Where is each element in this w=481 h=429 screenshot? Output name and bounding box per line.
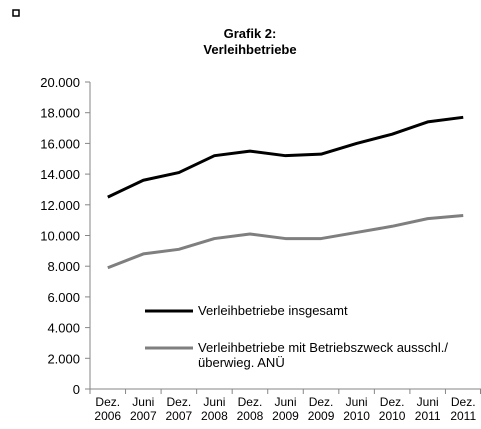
x-tick-label-line: Juni (132, 395, 154, 409)
x-tick-label-line: 2011 (415, 409, 441, 423)
x-tick-label: Juni 2009 (272, 395, 299, 423)
x-tick-label: Juni 2007 (130, 395, 157, 423)
chart-title: Grafik 2: (224, 26, 277, 41)
x-tick-label-line: 2010 (343, 409, 370, 423)
x-tick-label-line: 2008 (201, 409, 228, 423)
series-line (107, 214, 464, 270)
x-tick-label: Dez. 2009 (308, 395, 335, 423)
x-tick-label-line: 2010 (379, 409, 406, 423)
x-tick-label-line: Juni (203, 395, 225, 409)
y-tick-label: 18.000 (40, 106, 80, 121)
x-tick-label-line: 2008 (237, 409, 264, 423)
series-line (107, 115, 464, 199)
x-tick-label: Dez. 2006 (94, 395, 121, 423)
x-tick-label-line: Dez. (238, 395, 263, 409)
chart-subtitle: Verleihbetriebe (203, 42, 296, 57)
x-tick-label-line: Dez. (309, 395, 334, 409)
x-tick-label-line: Juni (274, 395, 296, 409)
x-tick-label-line: Dez. (380, 395, 405, 409)
y-tick-label: 12.000 (40, 198, 80, 213)
y-tick-label: 6.000 (47, 290, 80, 305)
x-tick-label-line: 2007 (130, 409, 157, 423)
x-tick-label-line: Dez. (451, 395, 476, 409)
x-tick-label: Juni 2008 (201, 395, 228, 423)
x-tick-label-line: Juni (417, 395, 439, 409)
x-tick-label: Juni 2011 (415, 395, 441, 423)
x-tick-label-line: Dez. (95, 395, 120, 409)
y-tick-label: 2.000 (47, 351, 80, 366)
x-tick-label-line: 2009 (308, 409, 335, 423)
x-tick-label-line: 2007 (166, 409, 193, 423)
x-tick-label: Dez. 2011 (450, 395, 476, 423)
x-tick-label: Dez. 2007 (166, 395, 193, 423)
x-tick-label: Dez. 2008 (237, 395, 264, 423)
x-tick-label-line: Dez. (167, 395, 192, 409)
legend-label: Verleihbetriebe insgesamt (198, 303, 348, 318)
y-tick-label: 4.000 (47, 321, 80, 336)
x-tick-label: Dez. 2010 (379, 395, 406, 423)
x-tick-label-line: 2009 (272, 409, 299, 423)
y-tick-label: 16.000 (40, 136, 80, 151)
y-tick-label: 8.000 (47, 259, 80, 274)
x-tick-label-line: 2006 (94, 409, 121, 423)
y-tick-label: 14.000 (40, 167, 80, 182)
x-tick-label: Juni 2010 (343, 395, 370, 423)
x-tick-label-line: Juni (346, 395, 368, 409)
legend-label: Verleihbetriebe mit Betriebszweck aussch… (198, 340, 449, 370)
y-tick-label: 20.000 (40, 75, 80, 90)
x-tick-label-line: 2011 (450, 409, 476, 423)
y-tick-label: 10.000 (40, 229, 80, 244)
y-tick-label: 0 (73, 382, 80, 397)
marker-square (12, 9, 20, 17)
